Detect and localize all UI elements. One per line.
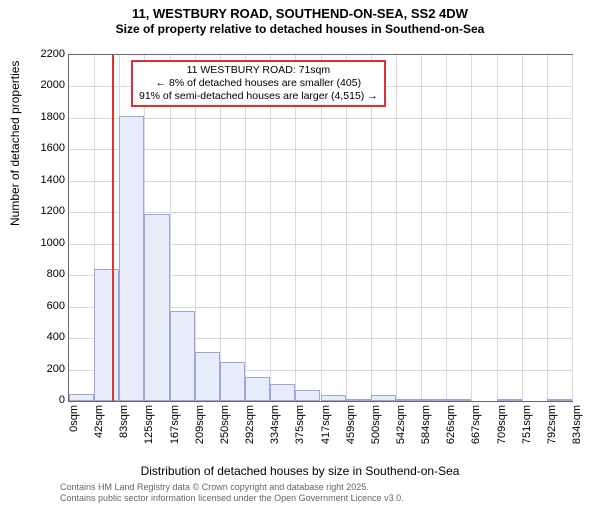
plot-area: 11 WESTBURY ROAD: 71sqm← 8% of detached …	[68, 54, 573, 402]
grid-line-v	[471, 55, 472, 401]
x-tick-label: 834sqm	[571, 405, 583, 455]
x-tick-label: 375sqm	[294, 405, 306, 455]
x-tick-label: 709sqm	[496, 405, 508, 455]
y-tick-label: 400	[33, 331, 65, 343]
x-tick-label: 417sqm	[320, 405, 332, 455]
x-tick-label: 0sqm	[68, 405, 80, 455]
histogram-bar	[245, 377, 270, 401]
title-sub: Size of property relative to detached ho…	[0, 22, 600, 36]
x-tick-label: 751sqm	[521, 405, 533, 455]
x-axis-label: Distribution of detached houses by size …	[0, 464, 600, 478]
y-tick-label: 200	[33, 363, 65, 375]
y-tick-label: 2200	[33, 48, 65, 60]
x-tick-label: 209sqm	[194, 405, 206, 455]
histogram-bar	[195, 352, 220, 401]
x-tick-label: 83sqm	[118, 405, 130, 455]
grid-line-v	[497, 55, 498, 401]
y-tick-label: 1000	[33, 237, 65, 249]
x-tick-label: 542sqm	[395, 405, 407, 455]
histogram-bar	[446, 399, 471, 401]
y-tick-label: 1600	[33, 142, 65, 154]
x-tick-label: 500sqm	[370, 405, 382, 455]
histogram-bar	[295, 390, 320, 401]
y-tick-label: 800	[33, 268, 65, 280]
histogram-bar	[421, 399, 446, 401]
histogram-bar	[94, 269, 119, 401]
annotation-box: 11 WESTBURY ROAD: 71sqm← 8% of detached …	[131, 60, 386, 107]
histogram-bar	[170, 311, 195, 401]
grid-line-v	[522, 55, 523, 401]
y-tick-label: 2000	[33, 79, 65, 91]
x-tick-label: 167sqm	[169, 405, 181, 455]
histogram-bar	[371, 395, 396, 401]
histogram-bar	[220, 362, 245, 401]
grid-line-v	[572, 55, 573, 401]
histogram-bar	[497, 399, 522, 401]
title-main: 11, WESTBURY ROAD, SOUTHEND-ON-SEA, SS2 …	[0, 6, 600, 21]
x-tick-label: 459sqm	[345, 405, 357, 455]
x-tick-label: 42sqm	[93, 405, 105, 455]
grid-line-v	[446, 55, 447, 401]
y-tick-label: 1800	[33, 111, 65, 123]
y-tick-label: 1400	[33, 174, 65, 186]
grid-line-v	[396, 55, 397, 401]
y-axis-label: Number of detached properties	[8, 61, 22, 226]
x-tick-label: 292sqm	[244, 405, 256, 455]
y-tick-label: 600	[33, 300, 65, 312]
x-tick-label: 667sqm	[470, 405, 482, 455]
x-tick-label: 334sqm	[269, 405, 281, 455]
x-tick-label: 584sqm	[420, 405, 432, 455]
y-tick-label: 0	[33, 394, 65, 406]
annotation-line: 91% of semi-detached houses are larger (…	[139, 90, 378, 103]
attribution: Contains HM Land Registry data © Crown c…	[60, 482, 404, 504]
annotation-line: ← 8% of detached houses are smaller (405…	[139, 77, 378, 90]
y-tick-label: 1200	[33, 205, 65, 217]
annotation-line: 11 WESTBURY ROAD: 71sqm	[139, 64, 378, 77]
histogram-bar	[321, 395, 346, 401]
histogram-bar	[119, 116, 144, 401]
x-tick-label: 125sqm	[143, 405, 155, 455]
x-tick-label: 626sqm	[445, 405, 457, 455]
grid-line-v	[547, 55, 548, 401]
histogram-bar	[270, 384, 295, 401]
histogram-bar	[144, 214, 169, 401]
reference-line	[112, 55, 114, 401]
x-tick-label: 792sqm	[546, 405, 558, 455]
attribution-line-2: Contains public sector information licen…	[60, 493, 404, 504]
attribution-line-1: Contains HM Land Registry data © Crown c…	[60, 482, 404, 493]
histogram-bar	[69, 394, 94, 401]
histogram-bar	[396, 399, 421, 401]
histogram-bar	[346, 399, 371, 401]
grid-line-v	[421, 55, 422, 401]
x-tick-label: 250sqm	[219, 405, 231, 455]
histogram-bar	[547, 399, 572, 401]
